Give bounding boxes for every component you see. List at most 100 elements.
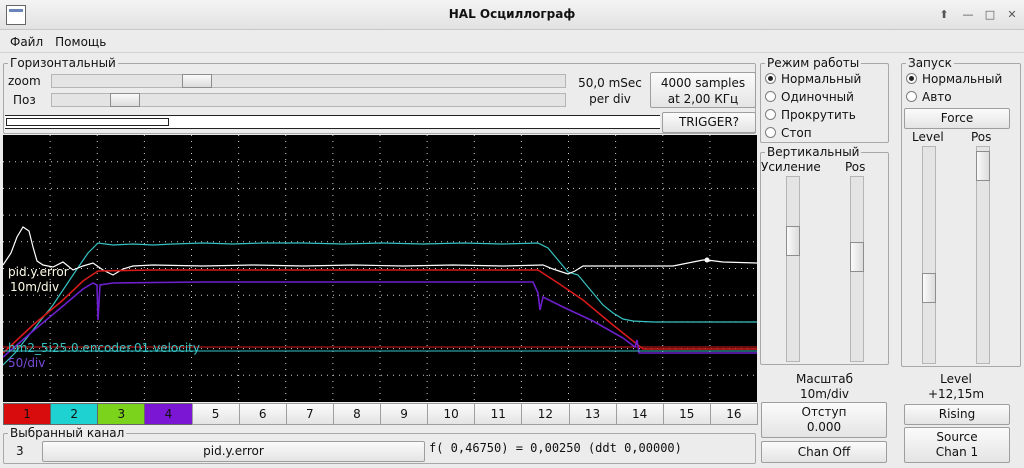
selected-channel-group: Выбранный канал	[3, 426, 756, 464]
trace-1-line	[2, 226, 758, 276]
gain-slider-thumb[interactable]	[786, 226, 800, 257]
trigger-source-value: Chan 1	[935, 445, 979, 459]
chan-off-button[interactable]: Chan Off	[761, 441, 887, 463]
trigger-level-label: Level	[912, 130, 944, 144]
mode-single-radio[interactable]: Одиночный	[765, 90, 854, 104]
radio-indicator[interactable]	[906, 91, 917, 102]
vertical-pos-label: Pos	[845, 160, 866, 174]
scope-plot	[2, 135, 758, 402]
offset-button[interactable]: Отступ 0.000	[761, 402, 887, 438]
gain-slider[interactable]	[786, 176, 800, 362]
trigger-position-bar[interactable]	[5, 115, 660, 129]
selected-channel-number: 3	[16, 444, 24, 458]
trace-1-name: pid.y.error	[8, 265, 69, 279]
trace-2-line	[2, 242, 757, 366]
selected-channel-name-button[interactable]: pid.y.error	[42, 441, 425, 462]
channel-button-3[interactable]: 3	[97, 403, 146, 425]
radio-indicator[interactable]	[765, 109, 776, 120]
channel-button-5[interactable]: 5	[191, 403, 240, 425]
time-per-div: 50,0 mSec	[578, 76, 642, 90]
mode-group: Режим работы	[760, 56, 889, 143]
close-icon[interactable]: ✕	[1007, 8, 1017, 21]
selected-channel-readout: f( 0,46750) = 0,00250 (ddt 0,00000)	[429, 441, 682, 455]
channel-button-6[interactable]: 6	[238, 403, 287, 425]
horizontal-pos-slider[interactable]	[51, 93, 566, 107]
channel-button-8[interactable]: 8	[332, 403, 381, 425]
gain-label: Усиление	[761, 160, 821, 174]
trigger-level-slider-thumb[interactable]	[922, 273, 936, 304]
trace-4-line	[2, 281, 757, 358]
trigger-auto-radio[interactable]: Авто	[906, 90, 952, 104]
maximize-icon[interactable]: □	[984, 8, 996, 21]
minimize-icon[interactable]: —	[962, 8, 974, 21]
channel-button-14[interactable]: 14	[615, 403, 664, 425]
zoom-label: zoom	[8, 74, 41, 88]
app-icon[interactable]	[6, 5, 26, 25]
channel-button-2[interactable]: 2	[50, 403, 99, 425]
trigger-level-slider[interactable]	[922, 146, 936, 364]
trace-2-name: hm2_5i25.0.encoder.01.velocity	[8, 341, 200, 355]
channel-button-12[interactable]: 12	[521, 403, 570, 425]
force-button[interactable]: Force	[904, 108, 1010, 129]
channel-button-4[interactable]: 4	[144, 403, 193, 425]
channel-button-11[interactable]: 11	[474, 403, 523, 425]
channel-bar: 1 2 3 4 5 6 7 8 9 10 11 12 13 14 15 16	[3, 403, 758, 425]
trace-2-scale: 50/div	[8, 356, 46, 370]
samples-rate: at 2,00 КГц	[667, 92, 739, 106]
vertical-group: Вертикальный	[760, 145, 889, 365]
zoom-slider-thumb[interactable]	[182, 74, 213, 88]
keep-above-icon[interactable]: ⬆	[939, 8, 949, 21]
zoom-slider[interactable]	[51, 74, 566, 88]
trace-1-scale: 10m/div	[10, 280, 60, 294]
mode-title: Режим работы	[765, 56, 862, 70]
channel-button-10[interactable]: 10	[427, 403, 476, 425]
horizontal-group: Горизонтальный	[3, 56, 756, 134]
menu-help[interactable]: Помощь	[55, 35, 107, 49]
channel-button-1[interactable]: 1	[3, 403, 52, 425]
samples-button[interactable]: 4000 samples at 2,00 КГц	[650, 72, 756, 108]
window-title: HAL Осциллограф	[448, 7, 576, 21]
trace-3-line	[2, 269, 757, 354]
channel-button-7[interactable]: 7	[285, 403, 334, 425]
pos-label: Поз	[13, 93, 36, 107]
menu-bar: Файл Помощь	[0, 31, 1024, 53]
mode-normal-radio[interactable]: Нормальный	[765, 72, 861, 86]
title-bar: HAL Осциллограф ⬆ — □ ✕	[0, 0, 1024, 30]
trigger-normal-radio[interactable]: Нормальный	[906, 72, 1002, 86]
vertical-title: Вертикальный	[765, 145, 862, 159]
radio-indicator[interactable]	[906, 73, 917, 84]
channel-button-16[interactable]: 16	[709, 403, 758, 425]
scale-value: 10m/div	[799, 387, 850, 401]
offset-label: Отступ	[801, 405, 847, 419]
trigger-level-value: +12,15m	[927, 387, 985, 401]
channel-button-15[interactable]: 15	[662, 403, 711, 425]
trigger-status-button[interactable]: TRIGGER?	[662, 112, 756, 133]
trigger-pos-slider-thumb[interactable]	[976, 150, 990, 181]
trigger-edge-button[interactable]: Rising	[904, 404, 1010, 425]
horizontal-pos-slider-thumb[interactable]	[109, 93, 140, 107]
selected-channel-title: Выбранный канал	[8, 426, 127, 440]
time-per-div-unit: per div	[589, 92, 631, 106]
mode-roll-radio[interactable]: Прокрутить	[765, 108, 856, 122]
trigger-position-window[interactable]	[6, 118, 169, 126]
scale-label: Масштаб	[795, 372, 854, 386]
mode-stop-radio[interactable]: Стоп	[765, 126, 812, 140]
radio-indicator[interactable]	[765, 127, 776, 138]
radio-indicator[interactable]	[765, 91, 776, 102]
channel-button-9[interactable]: 9	[380, 403, 429, 425]
scope-grid	[3, 135, 757, 402]
trigger-pos-label: Pos	[971, 130, 992, 144]
vertical-pos-slider-thumb[interactable]	[850, 241, 864, 272]
trigger-source-button[interactable]: Source Chan 1	[904, 427, 1010, 463]
trigger-source-label: Source	[936, 430, 978, 444]
radio-indicator[interactable]	[765, 73, 776, 84]
trigger-pos-slider[interactable]	[976, 146, 990, 364]
vertical-pos-slider[interactable]	[850, 176, 864, 362]
channel-button-13[interactable]: 13	[568, 403, 617, 425]
trigger-level-value-label: Level	[940, 372, 972, 386]
scope-display[interactable]: pid.y.error 10m/div hm2_5i25.0.encoder.0…	[2, 135, 758, 402]
trigger-group: Запуск	[901, 56, 1021, 367]
menu-file[interactable]: Файл	[10, 35, 44, 49]
offset-value: 0.000	[806, 420, 842, 434]
horizontal-title: Горизонтальный	[8, 56, 118, 70]
